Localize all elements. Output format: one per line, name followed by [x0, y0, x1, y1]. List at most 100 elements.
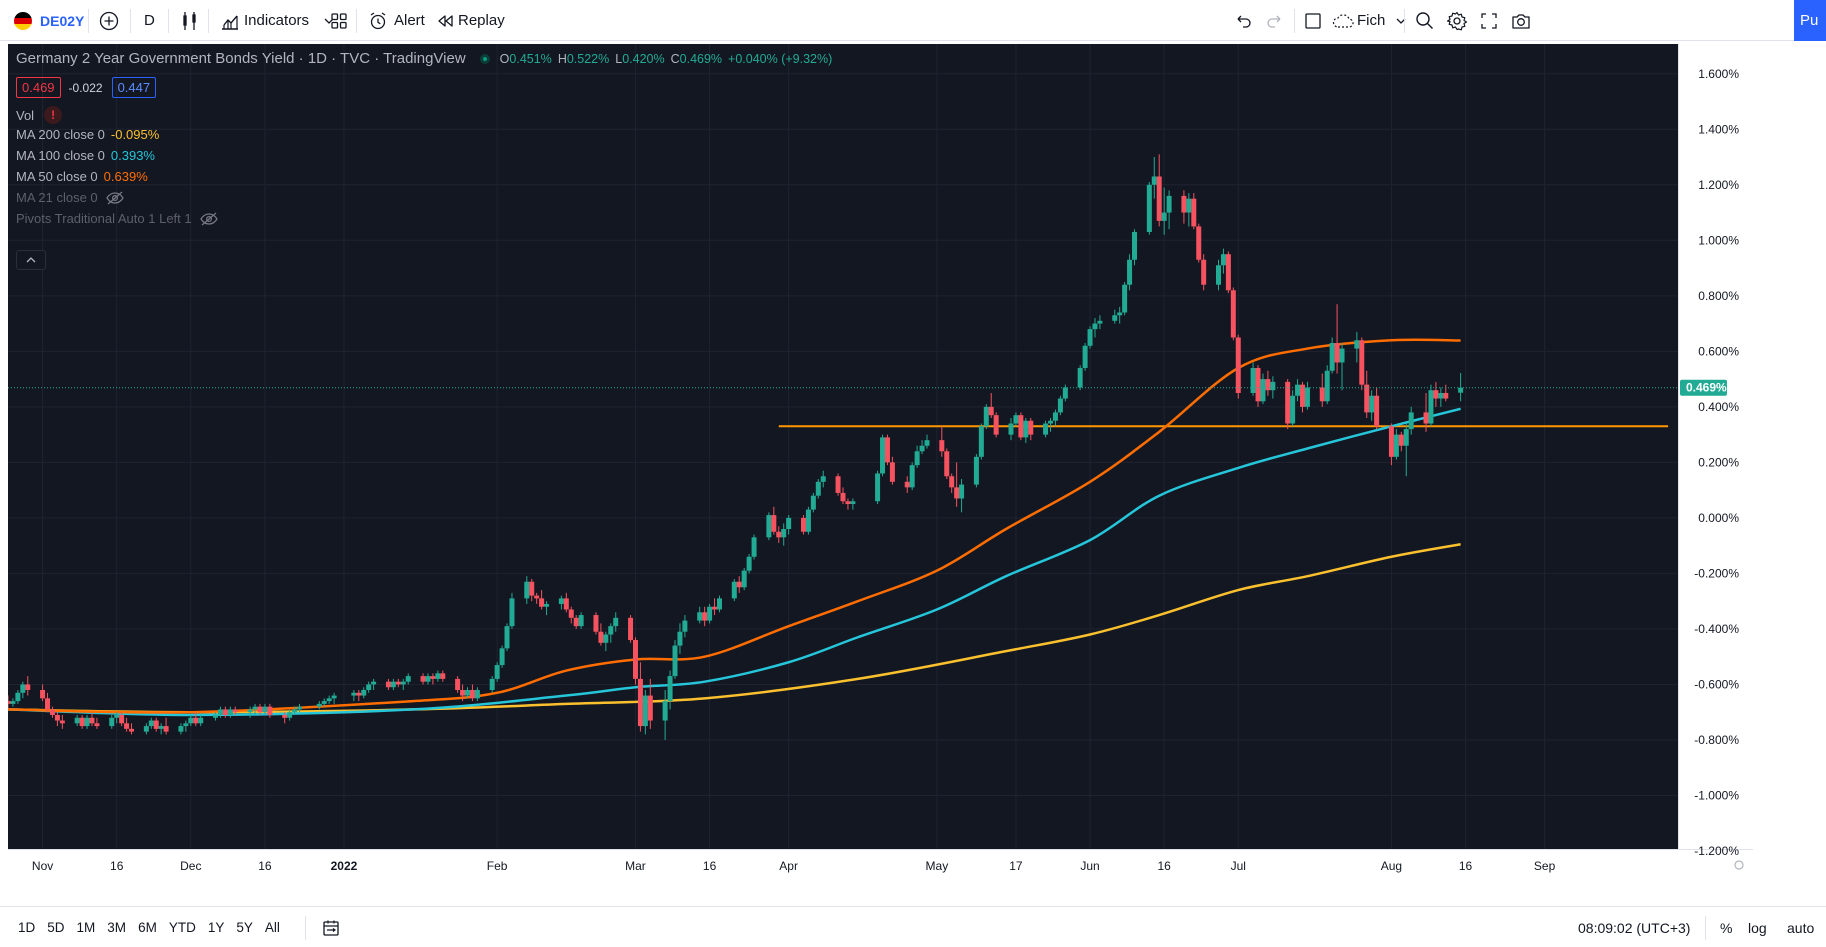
warning-icon[interactable]: !: [44, 106, 63, 124]
symbol-search[interactable]: DE02Y: [14, 0, 84, 41]
interval-button[interactable]: D: [144, 0, 155, 41]
candle-body: [435, 673, 441, 679]
candle-body: [884, 437, 890, 463]
candle-body: [993, 415, 999, 435]
price-axis[interactable]: 1.600% 1.400% 1.200% 1.000% 0.800% 0.600% 0.40…: [1694, 67, 1739, 858]
candle-body: [494, 665, 500, 679]
candle: [217, 706, 223, 718]
eye-hidden-icon[interactable]: [199, 212, 218, 226]
time-axis[interactable]: Nov 16 Dec 16 2022 Feb Mar 16 Apr May 17 Jun 16 Jul Au…: [32, 859, 1744, 873]
timeframe-buttons: 1D 5D 1M 3M 6M YTD 1Y 5Y All: [18, 907, 292, 947]
candle: [267, 703, 273, 718]
market-status-icon: [479, 53, 490, 64]
time-axis-settings-icon[interactable]: [1734, 860, 1744, 870]
indicator-legend-item[interactable]: MA 21 close 0: [16, 190, 124, 205]
timeframe-button[interactable]: 1D: [18, 920, 36, 935]
time-tick-label: 16: [1157, 859, 1171, 873]
candle-body: [1255, 368, 1261, 402]
sell-price[interactable]: 0.469: [16, 77, 61, 98]
log-toggle[interactable]: log: [1748, 907, 1767, 947]
candle: [1339, 343, 1345, 391]
alert-button[interactable]: Alert: [368, 0, 425, 41]
candle-body: [469, 690, 475, 699]
indicator-legend-item[interactable]: MA 200 close 0 -0.095%: [16, 127, 159, 142]
fullscreen-button[interactable]: [1480, 0, 1498, 41]
search-button[interactable]: [1415, 0, 1434, 41]
last-price-badge: [1680, 379, 1727, 396]
timeframe-button[interactable]: 1Y: [207, 920, 225, 935]
square-icon: [1305, 12, 1321, 29]
candle: [815, 479, 821, 499]
time-tick-label: 17: [1009, 859, 1023, 873]
publish-button[interactable]: Pu: [1794, 0, 1826, 41]
candle: [573, 615, 579, 629]
compare-button[interactable]: [98, 0, 120, 41]
settings-button[interactable]: [1447, 0, 1467, 41]
chart-type-button[interactable]: [180, 0, 200, 41]
divider: [1705, 916, 1706, 940]
eye-hidden-icon[interactable]: [105, 191, 124, 205]
candle: [731, 578, 737, 602]
timeframe-button[interactable]: 5Y: [236, 920, 253, 935]
candle: [563, 592, 569, 613]
time-tick-label: 16: [703, 859, 717, 873]
price-chart[interactable]: 0.469% 1.600% 1.400% 1.200% 1.000% 0.800% 0.6…: [8, 44, 1753, 881]
redo-button[interactable]: [1266, 0, 1284, 41]
candle-body: [148, 720, 154, 727]
vol-legend[interactable]: Vol !: [16, 106, 63, 124]
candle: [455, 676, 461, 693]
candle-body: [1146, 184, 1152, 232]
candle: [1161, 187, 1167, 235]
candle: [20, 681, 26, 699]
candle: [1048, 417, 1054, 432]
timeframe-button[interactable]: 3M: [107, 920, 127, 935]
replay-button[interactable]: Replay: [436, 0, 505, 41]
moving-average-line: [8, 338, 1461, 714]
candle: [1388, 423, 1394, 466]
indicator-legend-item[interactable]: MA 100 close 0 0.393%: [16, 148, 155, 163]
timeframe-button[interactable]: 5D: [47, 920, 65, 935]
percent-toggle[interactable]: %: [1720, 907, 1732, 947]
timeframe-button[interactable]: YTD: [168, 920, 196, 935]
time-tick-label: 2022: [331, 859, 358, 873]
time-tick-label: Jul: [1231, 859, 1246, 873]
candle-body: [49, 709, 55, 715]
indicator-legend-item[interactable]: MA 50 close 0 0.639%: [16, 169, 148, 184]
layout-select-button[interactable]: [1304, 0, 1322, 41]
indicator-legend-item[interactable]: Pivots Traditional Auto 1 Left 1: [16, 211, 218, 226]
candle: [1364, 370, 1370, 418]
candle: [1225, 251, 1231, 294]
indicators-button[interactable]: Indicators: [220, 0, 335, 41]
buy-price[interactable]: 0.447: [111, 77, 157, 98]
candle-body: [573, 617, 579, 627]
price-tick-label: -0.800%: [1694, 733, 1739, 747]
candle: [632, 637, 638, 685]
templates-button[interactable]: [330, 0, 348, 41]
candle: [1146, 182, 1152, 235]
auto-toggle[interactable]: auto: [1787, 907, 1814, 947]
candle-body: [267, 706, 273, 715]
clock[interactable]: 08:09:02 (UTC+3): [1578, 907, 1690, 947]
candle: [469, 684, 475, 702]
timeframe-button[interactable]: 1M: [76, 920, 96, 935]
candle: [163, 717, 169, 735]
save-layout-button[interactable]: Fich: [1332, 0, 1407, 41]
candle: [257, 703, 263, 715]
candle-body: [405, 676, 411, 682]
candle: [124, 717, 130, 732]
timeframe-button[interactable]: All: [264, 920, 280, 935]
date-range-button[interactable]: [322, 907, 340, 947]
candle: [697, 606, 703, 624]
candle: [766, 512, 772, 541]
candle-body: [1028, 420, 1034, 435]
collapse-legend-button[interactable]: [16, 250, 46, 270]
candle: [188, 714, 194, 727]
timeframe-button[interactable]: 6M: [138, 920, 157, 935]
germany-flag-icon: [14, 11, 32, 30]
snapshot-button[interactable]: [1511, 0, 1531, 41]
price-tick-label: 1.400%: [1698, 122, 1739, 136]
divider: [1294, 9, 1295, 33]
candle: [741, 567, 747, 591]
undo-button[interactable]: [1234, 0, 1252, 41]
moving-averages: [8, 338, 1461, 717]
